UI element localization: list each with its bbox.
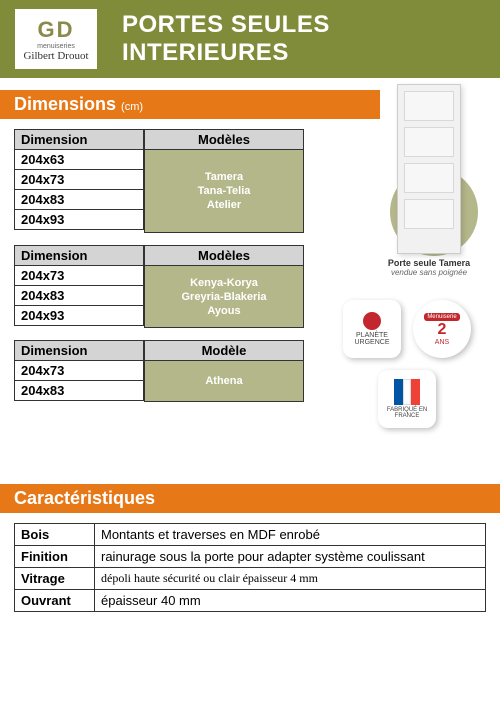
badge-garantie-top: Menuiserie: [424, 313, 459, 321]
section-dimensions-unit: (cm): [121, 101, 143, 113]
section-dimensions: Dimensions (cm): [0, 90, 380, 119]
dim-cell: 204x83: [14, 190, 144, 210]
dim-cell: 204x73: [14, 361, 144, 381]
dim-cell: 204x73: [14, 266, 144, 286]
badge-garantie-unit: ANS: [435, 339, 449, 346]
char-row: Finition rainurage sous la porte pour ad…: [15, 546, 486, 568]
product-preview: Porte seule Tamera vendue sans poignée: [374, 84, 484, 277]
model-name: Athena: [145, 375, 303, 387]
dim-cell: 204x83: [14, 381, 144, 401]
model-name: Tamera: [145, 171, 303, 183]
col-header-model: Modèle: [144, 340, 304, 361]
models-cell: Kenya-Korya Greyria-Blakeria Ayous: [144, 266, 304, 328]
dim-cell: 204x93: [14, 210, 144, 230]
page-title: PORTES SEULES INTERIEURES: [122, 11, 486, 67]
dim-cell: 204x63: [14, 150, 144, 170]
badge-planete: PLANÈTE URGENCE: [343, 300, 401, 358]
model-name: Greyria-Blakeria: [145, 291, 303, 303]
char-val: épaisseur 40 mm: [95, 590, 486, 612]
brand-logo: GD menuiseries Gilbert Drouot: [14, 8, 98, 70]
char-row: Vitrage dépoli haute sécurité ou clair é…: [15, 568, 486, 590]
badge-france: FABRIQUÉ EN FRANCE: [378, 370, 436, 428]
logo-signature: Gilbert Drouot: [23, 50, 88, 62]
logo-initials: GD: [37, 17, 74, 43]
model-name: Ayous: [145, 305, 303, 317]
planete-icon: [363, 312, 381, 330]
badge-line: PLANÈTE: [356, 332, 388, 339]
badge-france-label: FABRIQUÉ EN FRANCE: [378, 407, 436, 419]
model-name: Kenya-Korya: [145, 277, 303, 289]
badges-area: PLANÈTE URGENCE Menuiserie 2 ANS FABRIQU…: [332, 300, 482, 428]
door-panel: [404, 91, 454, 121]
logo-subtext: menuiseries: [37, 43, 75, 50]
col-header-models: Modèles: [144, 245, 304, 266]
dim-cell: 204x93: [14, 306, 144, 326]
models-cell: Tamera Tana-Telia Atelier: [144, 150, 304, 233]
dim-cell: 204x83: [14, 286, 144, 306]
char-key: Bois: [15, 524, 95, 546]
char-row: Bois Montants et traverses en MDF enrobé: [15, 524, 486, 546]
char-row: Ouvrant épaisseur 40 mm: [15, 590, 486, 612]
section-characteristics: Caractéristiques: [0, 484, 500, 513]
badge-line: URGENCE: [354, 339, 389, 346]
dim-cell: 204x73: [14, 170, 144, 190]
section-dimensions-label: Dimensions: [14, 94, 116, 114]
char-key: Vitrage: [15, 568, 95, 590]
france-flag-icon: [394, 379, 420, 405]
characteristics-table: Bois Montants et traverses en MDF enrobé…: [14, 523, 486, 612]
char-val: Montants et traverses en MDF enrobé: [95, 524, 486, 546]
char-key: Finition: [15, 546, 95, 568]
col-header-models: Modèles: [144, 129, 304, 150]
col-header-dimension: Dimension: [14, 129, 144, 150]
header: GD menuiseries Gilbert Drouot PORTES SEU…: [0, 0, 500, 78]
char-val: rainurage sous la porte pour adapter sys…: [95, 546, 486, 568]
model-name: Atelier: [145, 199, 303, 211]
model-name: Tana-Telia: [145, 185, 303, 197]
door-icon: [397, 84, 461, 254]
door-panel: [404, 163, 454, 193]
char-val: dépoli haute sécurité ou clair épaisseur…: [95, 568, 486, 590]
door-panel: [404, 127, 454, 157]
preview-caption: Porte seule Tamera: [374, 258, 484, 268]
badge-garantie: Menuiserie 2 ANS: [413, 300, 471, 358]
col-header-dimension: Dimension: [14, 340, 144, 361]
models-cell: Athena: [144, 361, 304, 402]
col-header-dimension: Dimension: [14, 245, 144, 266]
preview-subcaption: vendue sans poignée: [374, 268, 484, 277]
door-panel: [404, 199, 454, 229]
char-key: Ouvrant: [15, 590, 95, 612]
badge-garantie-years: 2: [438, 321, 447, 339]
